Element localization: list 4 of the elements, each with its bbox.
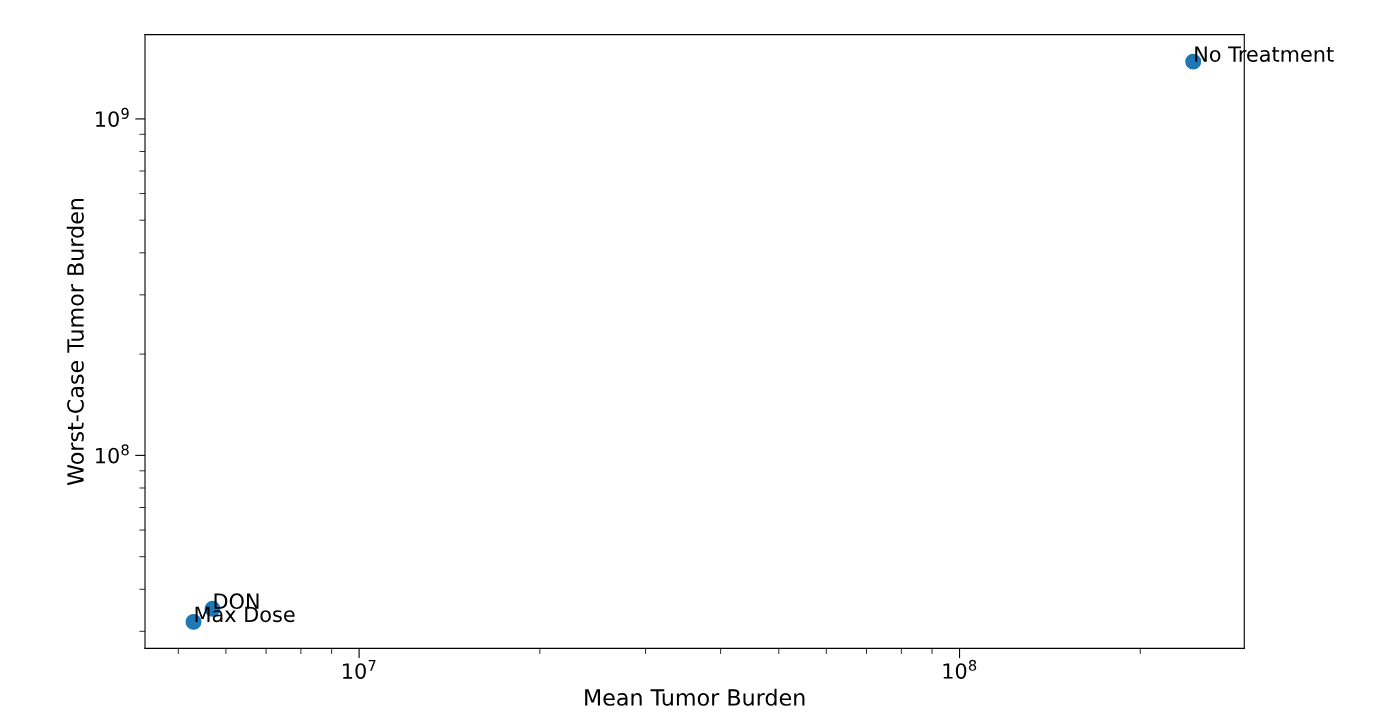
x-axis-title: Mean Tumor Burden [585,688,805,706]
y-tick-label: 10$^{9}$ [96,107,129,127]
y-axis-title: Worst-Case Tumor Burden [66,198,84,486]
x-tick-label: 10$^{7}$ [343,660,376,679]
